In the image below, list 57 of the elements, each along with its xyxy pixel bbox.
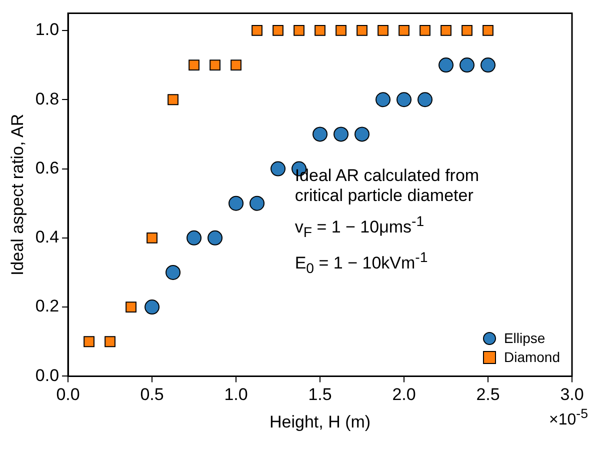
point bbox=[312, 126, 328, 142]
point bbox=[228, 196, 244, 211]
annotation: Ideal AR calculated from critical particle diameter bbox=[294, 166, 480, 206]
point bbox=[482, 25, 494, 36]
point bbox=[334, 126, 349, 142]
point bbox=[398, 25, 410, 36]
point bbox=[336, 25, 346, 36]
point bbox=[210, 60, 220, 71]
legend-label: Ellipse bbox=[504, 330, 546, 346]
legend-label: Diamond bbox=[504, 349, 560, 366]
y-tick-label: 0.2 bbox=[35, 296, 60, 316]
x-tick-label: 1.0 bbox=[224, 385, 248, 404]
point bbox=[270, 161, 286, 176]
point bbox=[420, 25, 430, 36]
point bbox=[396, 92, 412, 108]
point bbox=[144, 300, 160, 315]
point bbox=[418, 92, 433, 108]
point bbox=[146, 232, 158, 244]
point bbox=[104, 336, 116, 348]
x-tick-label: 3.0 bbox=[560, 385, 584, 404]
point bbox=[438, 58, 454, 73]
point bbox=[462, 25, 472, 36]
y-tick-label: 0.6 bbox=[35, 158, 60, 178]
point bbox=[356, 25, 368, 36]
annotation: E$_{0}$ = 1 − 10kVm$^{-1}$ bbox=[294, 250, 429, 279]
x-tick-label: 1.5 bbox=[308, 385, 332, 404]
point bbox=[166, 264, 181, 280]
x-tick-label: 2.5 bbox=[476, 385, 500, 404]
y-axis-title: Ideal aspect ratio, AR bbox=[8, 114, 27, 276]
point bbox=[378, 25, 388, 36]
x-tick-label: 0.5 bbox=[140, 385, 164, 404]
y-tick-label: 1.0 bbox=[35, 20, 60, 40]
y-tick-label: 0.0 bbox=[35, 366, 60, 385]
point bbox=[354, 126, 370, 142]
point bbox=[230, 60, 242, 71]
point bbox=[250, 196, 265, 211]
point bbox=[460, 58, 475, 73]
point bbox=[272, 25, 284, 36]
text: ×10$^{-5}$ bbox=[549, 406, 588, 430]
point bbox=[126, 302, 136, 313]
point bbox=[376, 92, 391, 108]
point bbox=[314, 25, 326, 36]
point bbox=[188, 60, 200, 71]
point bbox=[480, 58, 496, 73]
point bbox=[440, 25, 452, 36]
y-tick-label: 0.8 bbox=[35, 89, 60, 108]
x-tick-label: 2.0 bbox=[392, 385, 416, 404]
point bbox=[186, 230, 202, 246]
x-axis-title: Height, H (m) bbox=[269, 412, 371, 432]
point bbox=[168, 94, 178, 106]
x-tick-label: 0.0 bbox=[56, 385, 80, 404]
point bbox=[84, 336, 94, 348]
point bbox=[294, 25, 304, 36]
point bbox=[208, 230, 223, 246]
point bbox=[252, 25, 262, 36]
annotation: v$_{F}$ = 1 − 10μms$^{-1}$ bbox=[294, 214, 426, 242]
y-tick-label: 0.4 bbox=[35, 228, 60, 247]
